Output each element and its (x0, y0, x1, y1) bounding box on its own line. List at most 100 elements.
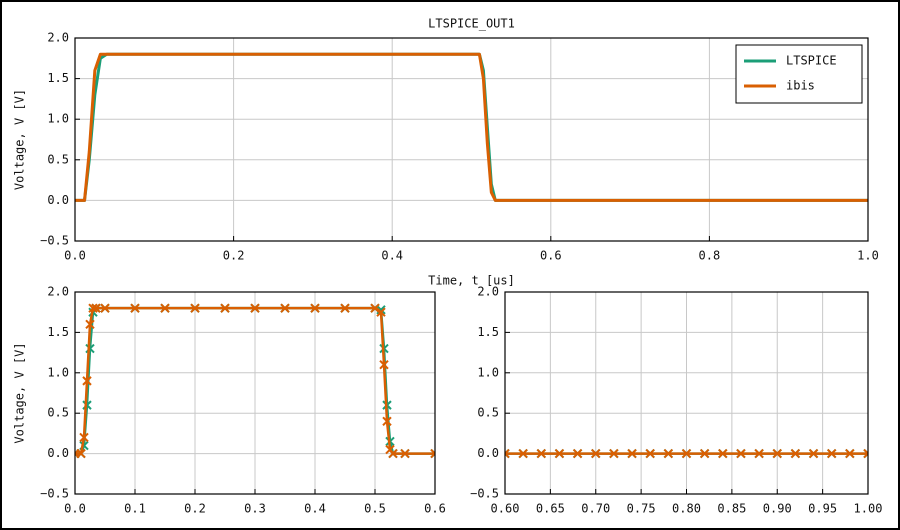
plot-area (75, 303, 435, 459)
legend-label: LTSPICE (786, 54, 837, 68)
x-tick-label: 0.8 (699, 249, 721, 263)
x-tick-label: 0.4 (304, 502, 326, 516)
marker (627, 448, 637, 459)
marker (645, 448, 655, 459)
marker (505, 448, 510, 459)
y-tick-label: 0.5 (477, 406, 499, 420)
marker (88, 303, 98, 313)
marker (382, 416, 392, 426)
x-tick-label: 1.0 (857, 249, 879, 263)
marker (82, 376, 92, 386)
axes-frame (74, 291, 436, 495)
marker (663, 448, 674, 459)
y-axis-label: Voltage, V [V] (13, 342, 27, 443)
y-tick-label: −0.5 (40, 234, 69, 248)
series-line (75, 52, 868, 202)
panel: 0.0 0.1 0.2 0.3 0.4 0.5 0.6−0.50.00.51.01.52.0… (13, 285, 446, 516)
x-tick-label: 1.00 (854, 502, 883, 516)
marker (790, 448, 801, 459)
marker (772, 448, 782, 459)
x-tick-label: 0.90 (763, 502, 792, 516)
y-axis-label: Voltage, V [V] (13, 89, 27, 190)
marker (591, 448, 601, 459)
marker (554, 448, 565, 459)
legend-box (735, 44, 863, 104)
marker (736, 448, 746, 459)
y-tick-label: −0.5 (40, 487, 69, 501)
marker (845, 448, 855, 459)
marker (130, 303, 140, 313)
axes-frame (504, 291, 869, 495)
panel: 0.0 0.2 0.4 0.6 0.8 1.0−0.50.00.51.01.52.0LTS… (13, 17, 879, 288)
legend: LTSPICE ibis (735, 44, 863, 104)
panel: 0.60 0.65 0.70 0.75 0.80 0.85 0.90 0.95 1.00 −0.5… (470, 285, 882, 516)
y-tick-label: 0.5 (47, 406, 69, 420)
marker (76, 448, 86, 459)
marker (250, 303, 260, 313)
marker (370, 303, 380, 313)
x-tick-label: 0.65 (536, 502, 565, 516)
marker (388, 448, 398, 459)
x-tick-label: 0.2 (184, 502, 206, 516)
marker (91, 303, 101, 313)
x-tick-label: 0.3 (244, 502, 266, 516)
marker (85, 319, 95, 330)
marker (826, 448, 837, 459)
y-tick-label: 1.5 (47, 71, 69, 85)
marker (518, 448, 528, 459)
chart-title: LTSPICE_OUT1 (428, 17, 515, 31)
y-tick-label: 2.0 (477, 285, 499, 299)
x-tick-label: 0.2 (223, 249, 245, 263)
y-tick-label: 0.5 (47, 152, 69, 166)
x-tick-label: 0.6 (424, 502, 446, 516)
marker (190, 303, 200, 313)
marker (220, 303, 230, 313)
marker (400, 448, 410, 459)
axes-frame (74, 37, 869, 242)
x-tick-label: 0.80 (672, 502, 701, 516)
x-tick-label: 0.5 (364, 502, 386, 516)
marker (681, 448, 692, 459)
marker (572, 448, 583, 459)
y-tick-label: 0.0 (477, 446, 499, 460)
marker (718, 448, 728, 459)
y-tick-label: 1.0 (47, 365, 69, 379)
x-axis-label: Time, t [us] (428, 274, 515, 288)
plot-area (75, 52, 868, 202)
marker (754, 448, 764, 459)
y-tick-label: 1.0 (477, 365, 499, 379)
y-tick-label: 0.0 (47, 193, 69, 207)
x-tick-label: 0.0 (64, 502, 86, 516)
marker (280, 303, 290, 313)
marker (160, 303, 170, 313)
x-tick-label: 0.4 (381, 249, 403, 263)
y-tick-label: 1.5 (47, 325, 69, 339)
x-tick-label: 0.0 (64, 249, 86, 263)
y-tick-label: 1.5 (477, 325, 499, 339)
x-tick-label: 0.1 (124, 502, 146, 516)
marker (863, 448, 868, 459)
marker (376, 307, 386, 317)
x-tick-label: 0.6 (540, 249, 562, 263)
x-tick-label: 0.75 (627, 502, 656, 516)
x-tick-label: 0.70 (581, 502, 610, 516)
marker (310, 303, 320, 313)
legend-label: ibis (786, 79, 815, 93)
y-tick-label: 2.0 (47, 31, 69, 45)
x-tick-label: 0.60 (491, 502, 520, 516)
x-tick-label: 0.85 (717, 502, 746, 516)
y-tick-label: 2.0 (47, 285, 69, 299)
marker (699, 448, 710, 459)
marker (808, 448, 819, 459)
x-tick-label: 0.95 (808, 502, 837, 516)
plot-area (505, 448, 868, 459)
y-tick-label: 1.0 (47, 112, 69, 126)
marker (79, 432, 89, 443)
marker (379, 360, 389, 370)
marker (100, 303, 110, 313)
y-tick-label: 0.0 (47, 446, 69, 460)
marker (609, 448, 619, 459)
marker (340, 303, 350, 313)
y-tick-label: −0.5 (470, 487, 499, 501)
